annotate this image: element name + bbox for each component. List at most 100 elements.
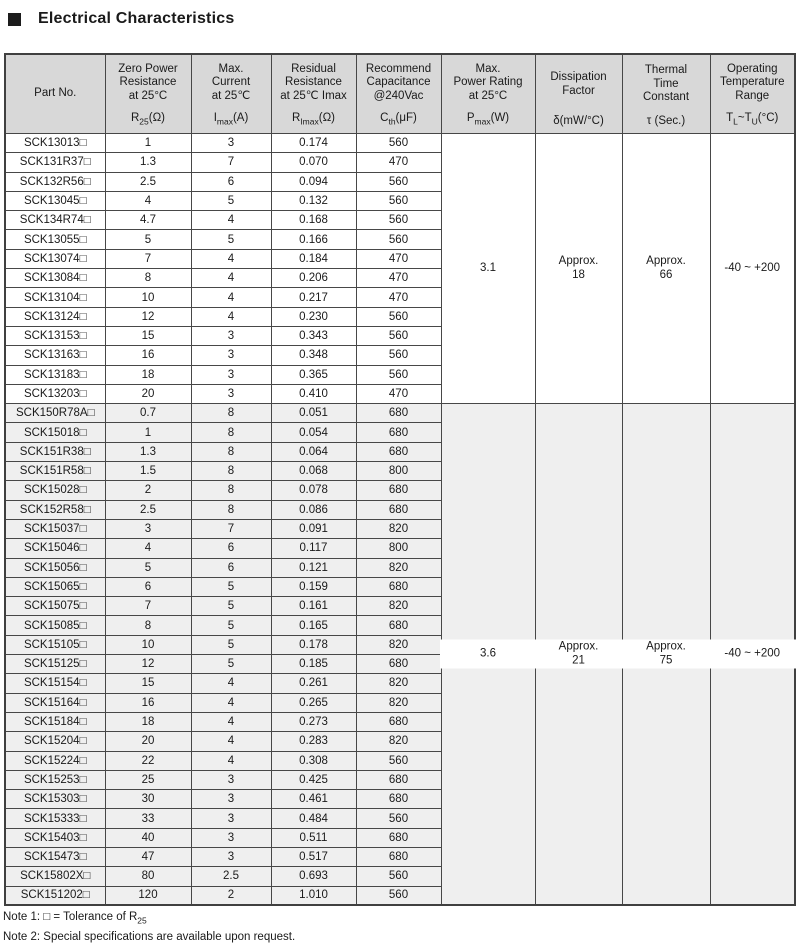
rimax-cell: 0.365	[270, 364, 357, 385]
rimax-cell: 0.051	[270, 403, 357, 424]
imax-cell: 2.5	[190, 866, 272, 887]
r25-cell: 12	[104, 654, 192, 675]
imax-cell: 3	[190, 364, 272, 385]
cth-cell: 820	[355, 731, 442, 752]
part-no-cell: SCK15333□	[4, 808, 106, 829]
cth-cell: 820	[355, 634, 442, 656]
r25-cell: 6	[104, 576, 192, 598]
part-no-cell: SCK15037□	[4, 518, 106, 540]
column-header-thermal: Thermal Time Constant τ (Sec.)	[621, 53, 711, 134]
column-header-dissipation: Dissipation Factor δ(mW/°C)	[534, 53, 623, 134]
imax-cell: 3	[190, 808, 272, 829]
imax-cell: 3	[190, 827, 272, 848]
cth-cell: 470	[355, 248, 442, 270]
r25-cell: 2.5	[104, 171, 192, 192]
part-no-cell: SCK13163□	[4, 345, 106, 366]
imax-cell: 5	[190, 634, 272, 656]
table-row: SCK15253□ 25 3 0.425 680	[4, 769, 795, 791]
notes-block: Note 1: □ = Tolerance of R25 Note 2: Spe…	[3, 909, 800, 945]
electrical-characteristics-table: Part No. Zero Power Resistance at 25°C R25(Ω…	[4, 53, 796, 907]
table-row: SCK13153□ 15 3 0.343 560	[4, 325, 795, 347]
part-no-cell: SCK15164□	[4, 692, 106, 713]
merged-pmax-cell: 3.1	[440, 132, 536, 405]
cth-cell: 680	[355, 711, 442, 733]
column-label: Dissipation Factor	[550, 71, 607, 97]
part-no-cell: SCK15154□	[4, 673, 106, 694]
imax-cell: 6	[190, 538, 272, 559]
merged-temp-range-cell: -40 ~ +200	[709, 132, 796, 405]
part-no-cell: SCK152R58□	[4, 499, 106, 520]
imax-cell: 4	[190, 731, 272, 752]
cth-cell: 560	[355, 306, 442, 327]
table-row: SCK15333□ 33 3 0.484 560	[4, 808, 795, 829]
r25-cell: 4	[104, 538, 192, 559]
imax-cell: 8	[190, 499, 272, 520]
cth-cell: 820	[355, 557, 442, 578]
cth-cell: 560	[355, 345, 442, 366]
cth-cell: 680	[355, 769, 442, 791]
cth-cell: 560	[355, 210, 442, 231]
table-row: SCK15028□ 2 8 0.078 680	[4, 480, 795, 501]
cth-cell: 560	[355, 171, 442, 192]
imax-cell: 7	[190, 518, 272, 540]
part-no-cell: SCK15018□	[4, 422, 106, 443]
r25-cell: 47	[104, 846, 192, 868]
part-no-cell: SCK13104□	[4, 287, 106, 308]
rimax-cell: 0.121	[270, 557, 357, 578]
part-no-cell: SCK15253□	[4, 769, 106, 791]
rimax-cell: 0.308	[270, 750, 357, 771]
rimax-cell: 1.010	[270, 885, 357, 906]
r25-cell: 33	[104, 808, 192, 829]
part-no-cell: SCK132R56□	[4, 171, 106, 192]
merged-pmax-cell: 3.6	[439, 403, 537, 906]
imax-cell: 5	[190, 190, 272, 212]
imax-cell: 6	[190, 171, 272, 192]
part-no-cell: SCK13045□	[4, 190, 106, 212]
part-no-cell: SCK150R78A□	[4, 403, 106, 424]
part-no-cell: SCK15028□	[4, 480, 106, 501]
rimax-cell: 0.461	[270, 789, 357, 810]
part-no-cell: SCK15403□	[4, 827, 106, 848]
part-no-cell: SCK13153□	[4, 325, 106, 347]
imax-cell: 4	[190, 248, 272, 270]
table-row: SCK13104□ 10 4 0.217 470	[4, 287, 795, 308]
part-no-cell: SCK15085□	[4, 615, 106, 636]
part-no-cell: SCK151202□	[4, 885, 106, 906]
r25-cell: 22	[104, 750, 192, 771]
rimax-cell: 0.094	[270, 171, 357, 192]
merged-pmax-value: 3.6	[439, 639, 537, 669]
rimax-cell: 0.165	[270, 615, 357, 636]
r25-cell: 25	[104, 769, 192, 791]
part-no-cell: SCK13124□	[4, 306, 106, 327]
imax-cell: 4	[190, 268, 272, 289]
imax-cell: 5	[190, 596, 272, 617]
part-no-cell: SCK151R38□	[4, 441, 106, 463]
imax-cell: 4	[190, 306, 272, 327]
table-row: SCK151202□ 120 2 1.010 560	[4, 885, 795, 906]
r25-cell: 16	[104, 692, 192, 713]
imax-cell: 5	[190, 615, 272, 636]
imax-cell: 6	[190, 557, 272, 578]
part-no-cell: SCK13013□	[4, 132, 106, 154]
table-row: SCK15204□ 20 4 0.283 820	[4, 731, 795, 752]
rimax-cell: 0.117	[270, 538, 357, 559]
imax-cell: 3	[190, 769, 272, 791]
r25-cell: 10	[104, 287, 192, 308]
column-header-imax: Max. Current at 25℃ Imax(A)	[190, 53, 272, 134]
part-no-cell: SCK15065□	[4, 576, 106, 598]
table-row: SCK15473□ 47 3 0.517 680	[4, 846, 795, 868]
cth-cell: 820	[355, 692, 442, 713]
column-symbol: Pmax(W)	[466, 111, 510, 126]
part-no-cell: SCK15075□	[4, 596, 106, 617]
r25-cell: 30	[104, 789, 192, 810]
part-no-cell: SCK134R74□	[4, 210, 106, 231]
rimax-cell: 0.517	[270, 846, 357, 868]
rimax-cell: 0.178	[270, 634, 357, 656]
part-no-cell: SCK15056□	[4, 557, 106, 578]
table-row: SCK13124□ 12 4 0.230 560	[4, 306, 795, 327]
table-row: SCK15403□ 40 3 0.511 680	[4, 827, 795, 848]
page-title: Electrical Characteristics	[38, 10, 235, 27]
column-symbol: Imax(A)	[213, 111, 249, 126]
merged-dissipation-value: Approx. 21	[533, 639, 624, 669]
merged-thermal-value: Approx. 75	[620, 639, 712, 669]
